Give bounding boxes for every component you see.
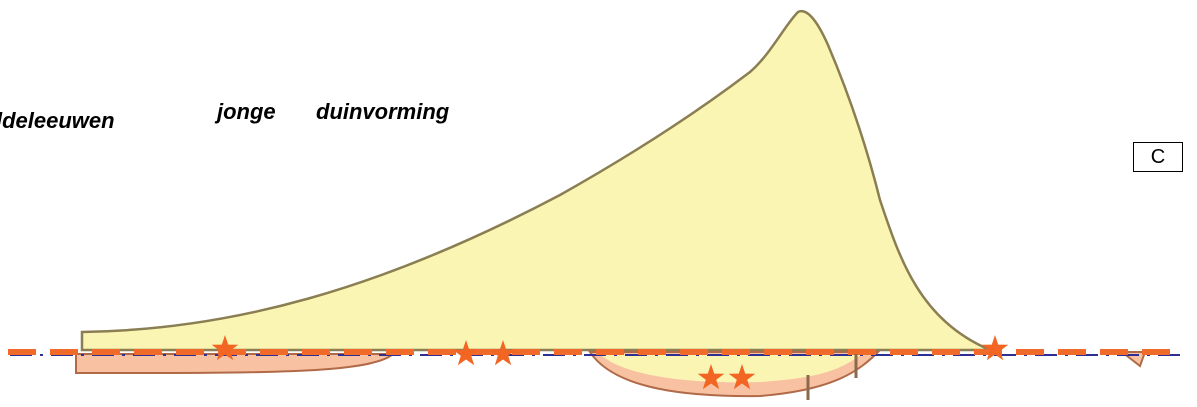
star-icon xyxy=(728,364,756,390)
dune-body xyxy=(80,9,991,352)
star-icon xyxy=(489,340,517,366)
left-lens xyxy=(75,353,396,374)
label-duinvorming: duinvorming xyxy=(316,99,450,124)
label-ldeleeuwen: ldeleeuwen xyxy=(0,108,115,133)
label-jonge: jonge xyxy=(217,99,276,124)
star-icon xyxy=(452,340,480,366)
star-icon xyxy=(697,364,725,390)
star-icon xyxy=(981,335,1009,361)
panel-label-box: C xyxy=(1133,142,1183,172)
star-icon xyxy=(211,335,239,361)
star-markers xyxy=(211,335,1009,390)
center-bowl-inner xyxy=(600,354,862,383)
